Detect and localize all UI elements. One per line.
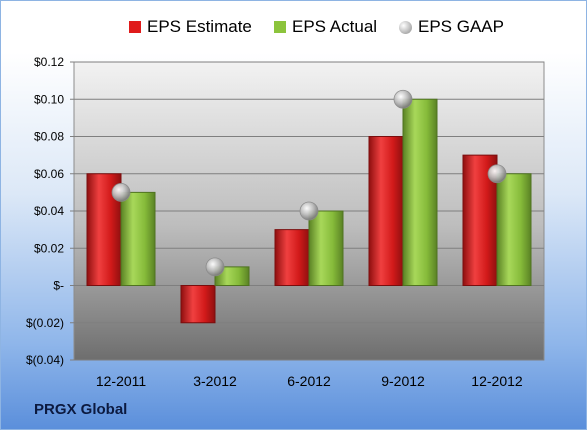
- company-label: PRGX Global: [34, 401, 128, 418]
- legend-swatch-actual: [274, 21, 286, 33]
- legend-item-eps-actual: EPS Actual: [274, 17, 377, 37]
- bar-eps-estimate: [274, 229, 310, 286]
- x-tick-label: 6-2012: [287, 373, 331, 389]
- bar-eps-estimate: [180, 285, 216, 324]
- marker-eps-gaap: [487, 164, 507, 184]
- legend-label-estimate: EPS Estimate: [147, 17, 252, 36]
- x-tick-label: 12-2011: [96, 373, 147, 389]
- y-tick-label: $-: [53, 279, 64, 293]
- legend-label-actual: EPS Actual: [292, 17, 378, 36]
- bar-eps-actual: [120, 191, 156, 286]
- marker-eps-gaap: [393, 89, 413, 109]
- bar-eps-actual: [402, 98, 438, 286]
- x-tick-label: 3-2012: [193, 373, 237, 389]
- x-tick-label: 12-2012: [471, 373, 523, 389]
- bar-eps-actual: [308, 210, 344, 286]
- y-tick-label: $(0.02): [26, 316, 64, 330]
- marker-eps-gaap: [299, 201, 319, 221]
- legend-item-eps-estimate: EPS Estimate: [129, 17, 252, 37]
- x-tick-label: 9-2012: [381, 373, 425, 389]
- y-tick-label: $0.12: [34, 55, 64, 69]
- legend-swatch-gaap: [399, 20, 412, 34]
- chart-legend: EPS Estimate EPS Actual EPS GAAP: [0, 17, 587, 41]
- marker-eps-gaap: [111, 182, 131, 202]
- bar-eps-actual: [496, 173, 532, 286]
- y-tick-label: $0.04: [34, 204, 64, 218]
- y-tick-label: $0.08: [34, 130, 64, 144]
- legend-swatch-estimate: [129, 21, 141, 33]
- legend-item-eps-gaap: EPS GAAP: [399, 17, 504, 37]
- y-tick-label: $0.02: [34, 241, 64, 255]
- y-tick-label: $0.06: [34, 167, 64, 181]
- y-tick-label: $(0.04): [26, 353, 64, 367]
- marker-eps-gaap: [205, 257, 225, 277]
- legend-label-gaap: EPS GAAP: [418, 17, 504, 36]
- bar-eps-estimate: [368, 136, 404, 286]
- y-tick-label: $0.10: [34, 92, 64, 106]
